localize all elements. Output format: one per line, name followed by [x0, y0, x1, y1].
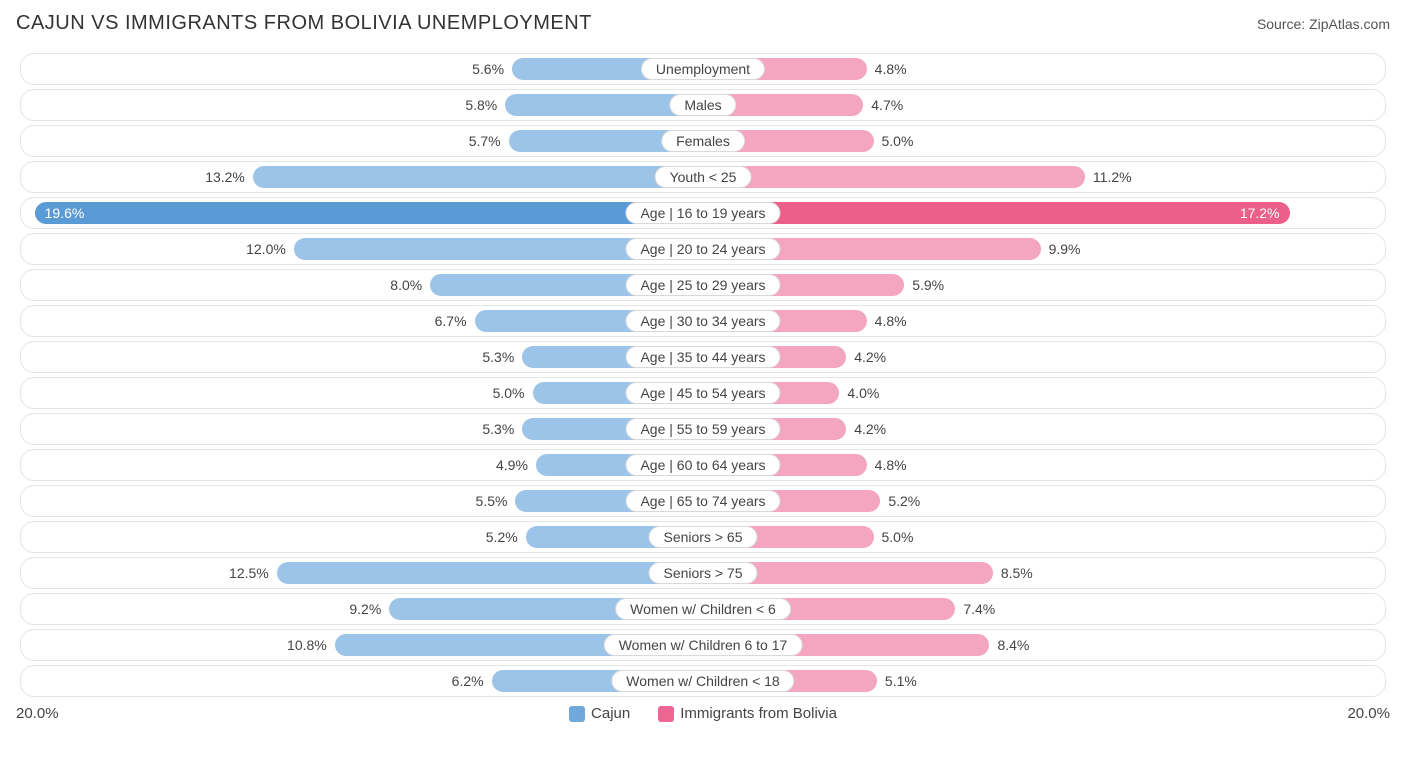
value-right: 7.4%	[963, 594, 995, 624]
category-label: Age | 16 to 19 years	[625, 202, 780, 224]
value-left: 8.0%	[390, 270, 422, 300]
value-right: 17.2%	[1240, 198, 1280, 228]
category-label: Females	[661, 130, 745, 152]
category-label: Age | 35 to 44 years	[625, 346, 780, 368]
value-right: 8.4%	[997, 630, 1029, 660]
value-right: 4.2%	[854, 414, 886, 444]
chart-row: 10.8% 8.4% Women w/ Children 6 to 17	[20, 629, 1386, 661]
chart-row: 5.8% 4.7% Males	[20, 89, 1386, 121]
category-label: Unemployment	[641, 58, 765, 80]
bar-right	[703, 166, 1085, 188]
category-label: Seniors > 65	[649, 526, 758, 548]
chart-title: CAJUN VS IMMIGRANTS FROM BOLIVIA UNEMPLO…	[16, 12, 592, 35]
value-left: 12.5%	[229, 558, 269, 588]
chart-row: 12.0% 9.9% Age | 20 to 24 years	[20, 233, 1386, 265]
chart-row: 5.0% 4.0% Age | 45 to 54 years	[20, 377, 1386, 409]
chart-source: Source: ZipAtlas.com	[1257, 16, 1390, 32]
category-label: Age | 60 to 64 years	[625, 454, 780, 476]
chart-row: 13.2% 11.2% Youth < 25	[20, 161, 1386, 193]
legend-swatch-left	[569, 706, 585, 722]
value-left: 9.2%	[349, 594, 381, 624]
category-label: Youth < 25	[655, 166, 752, 188]
value-left: 6.2%	[452, 666, 484, 696]
value-left: 4.9%	[496, 450, 528, 480]
value-right: 4.8%	[875, 54, 907, 84]
category-label: Males	[669, 94, 736, 116]
value-right: 5.2%	[888, 486, 920, 516]
chart-legend: Cajun Immigrants from Bolivia	[59, 705, 1348, 722]
value-right: 4.8%	[875, 450, 907, 480]
legend-swatch-right	[658, 706, 674, 722]
value-left: 13.2%	[205, 162, 245, 192]
value-left: 10.8%	[287, 630, 327, 660]
bar-right	[703, 202, 1290, 224]
legend-item-right: Immigrants from Bolivia	[658, 705, 837, 722]
value-right: 4.8%	[875, 306, 907, 336]
source-name: ZipAtlas.com	[1309, 16, 1390, 32]
category-label: Seniors > 75	[649, 562, 758, 584]
axis-max-left: 20.0%	[16, 705, 59, 722]
legend-label-right: Immigrants from Bolivia	[680, 705, 837, 722]
chart-row: 9.2% 7.4% Women w/ Children < 6	[20, 593, 1386, 625]
value-left: 5.0%	[493, 378, 525, 408]
value-right: 4.0%	[847, 378, 879, 408]
legend-item-left: Cajun	[569, 705, 630, 722]
bar-left	[277, 562, 703, 584]
bar-left	[253, 166, 703, 188]
category-label: Women w/ Children < 18	[611, 670, 794, 692]
value-right: 11.2%	[1093, 162, 1132, 192]
value-left: 5.6%	[472, 54, 504, 84]
value-left: 19.6%	[45, 198, 85, 228]
category-label: Age | 55 to 59 years	[625, 418, 780, 440]
value-left: 5.5%	[476, 486, 508, 516]
chart-row: 4.9% 4.8% Age | 60 to 64 years	[20, 449, 1386, 481]
value-right: 5.0%	[882, 126, 914, 156]
value-left: 5.7%	[469, 126, 501, 156]
value-left: 12.0%	[246, 234, 286, 264]
chart-row: 5.5% 5.2% Age | 65 to 74 years	[20, 485, 1386, 517]
category-label: Women w/ Children < 6	[615, 598, 791, 620]
legend-label-left: Cajun	[591, 705, 630, 722]
chart-row: 6.2% 5.1% Women w/ Children < 18	[20, 665, 1386, 697]
chart-footer: 20.0% Cajun Immigrants from Bolivia 20.0…	[16, 705, 1390, 722]
chart-row: 6.7% 4.8% Age | 30 to 34 years	[20, 305, 1386, 337]
chart-row: 8.0% 5.9% Age | 25 to 29 years	[20, 269, 1386, 301]
value-left: 5.8%	[465, 90, 497, 120]
value-right: 5.0%	[882, 522, 914, 552]
value-right: 5.1%	[885, 666, 917, 696]
value-right: 5.9%	[912, 270, 944, 300]
chart-row: 5.6% 4.8% Unemployment	[20, 53, 1386, 85]
chart-row: 5.7% 5.0% Females	[20, 125, 1386, 157]
category-label: Age | 65 to 74 years	[625, 490, 780, 512]
source-prefix: Source:	[1257, 16, 1309, 32]
value-left: 5.2%	[486, 522, 518, 552]
category-label: Age | 30 to 34 years	[625, 310, 780, 332]
category-label: Women w/ Children 6 to 17	[604, 634, 803, 656]
value-right: 4.7%	[871, 90, 903, 120]
value-left: 5.3%	[482, 342, 514, 372]
chart-row: 5.3% 4.2% Age | 55 to 59 years	[20, 413, 1386, 445]
value-left: 5.3%	[482, 414, 514, 444]
chart-row: 5.3% 4.2% Age | 35 to 44 years	[20, 341, 1386, 373]
value-left: 6.7%	[435, 306, 467, 336]
value-right: 8.5%	[1001, 558, 1033, 588]
category-label: Age | 20 to 24 years	[625, 238, 780, 260]
value-right: 4.2%	[854, 342, 886, 372]
diverging-bar-chart: 5.6% 4.8% Unemployment 5.8% 4.7% Males 5.7% 5.0…	[20, 53, 1386, 697]
value-right: 9.9%	[1049, 234, 1081, 264]
chart-header: CAJUN VS IMMIGRANTS FROM BOLIVIA UNEMPLO…	[16, 12, 1390, 35]
category-label: Age | 25 to 29 years	[625, 274, 780, 296]
axis-max-right: 20.0%	[1347, 705, 1390, 722]
bar-left	[35, 202, 703, 224]
chart-row: 12.5% 8.5% Seniors > 75	[20, 557, 1386, 589]
chart-row: 19.6% 17.2% Age | 16 to 19 years	[20, 197, 1386, 229]
chart-row: 5.2% 5.0% Seniors > 65	[20, 521, 1386, 553]
category-label: Age | 45 to 54 years	[625, 382, 780, 404]
